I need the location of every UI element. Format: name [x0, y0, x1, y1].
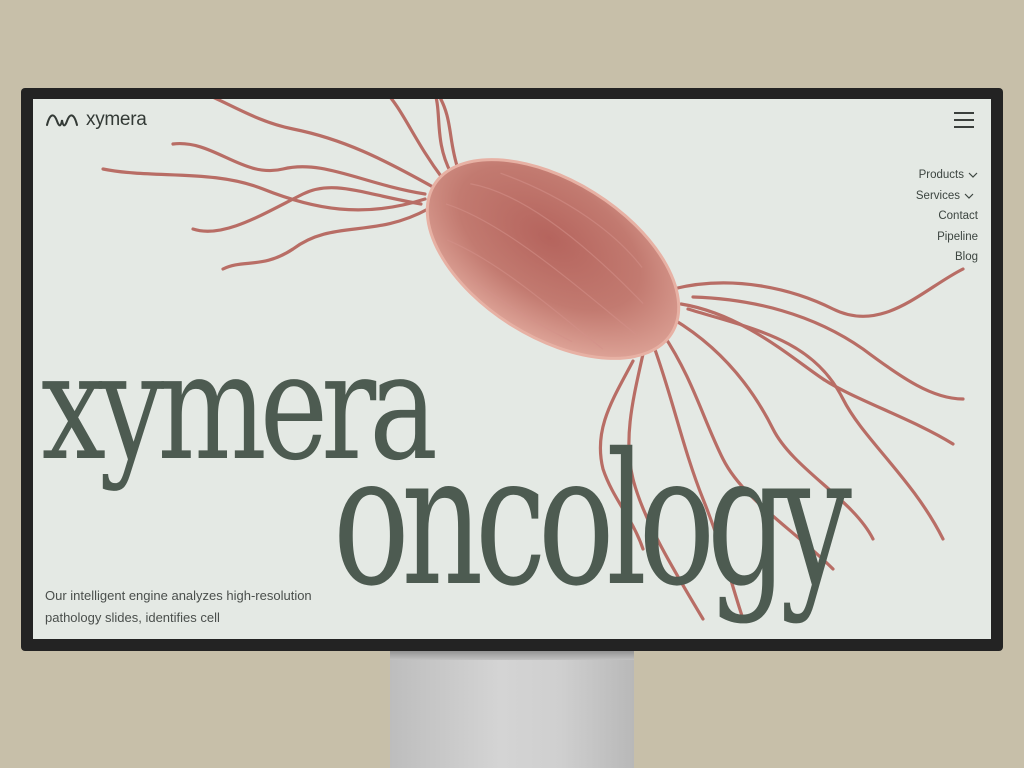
monitor-stand-shadow [390, 650, 634, 660]
hero-title-line1: xymera [41, 321, 438, 493]
brand-logo[interactable]: xymera [46, 109, 147, 131]
xymera-logo-icon [46, 114, 78, 127]
nav-item-contact[interactable]: Contact [916, 206, 978, 227]
brand-name: xymera [86, 109, 147, 130]
nav-item-services[interactable]: Services [916, 186, 978, 207]
nav-item-blog[interactable]: Blog [916, 247, 978, 268]
hero-description: Our intelligent engine analyzes high-res… [45, 588, 312, 625]
monitor-bezel: xymera Products Services Contact Pipelin… [21, 88, 1003, 651]
nav-item-label: Pipeline [937, 230, 978, 243]
bacterium-illustration [101, 99, 965, 621]
chevron-down-icon [968, 172, 978, 179]
nav-item-label: Products [918, 169, 964, 181]
nav-item-pipeline[interactable]: Pipeline [916, 227, 978, 248]
side-navigation: Products Services Contact Pipeline Blog [916, 165, 978, 268]
nav-item-label: Services [915, 189, 960, 202]
hero-title-line2: oncology [333, 414, 852, 626]
monitor-stand [390, 650, 634, 768]
website-screen: xymera Products Services Contact Pipelin… [33, 99, 991, 639]
nav-item-label: Contact [938, 210, 978, 222]
nav-item-products[interactable]: Products [916, 165, 978, 186]
hamburger-icon[interactable] [954, 112, 976, 129]
chevron-down-icon [964, 193, 974, 199]
nav-item-label: Blog [954, 251, 978, 263]
